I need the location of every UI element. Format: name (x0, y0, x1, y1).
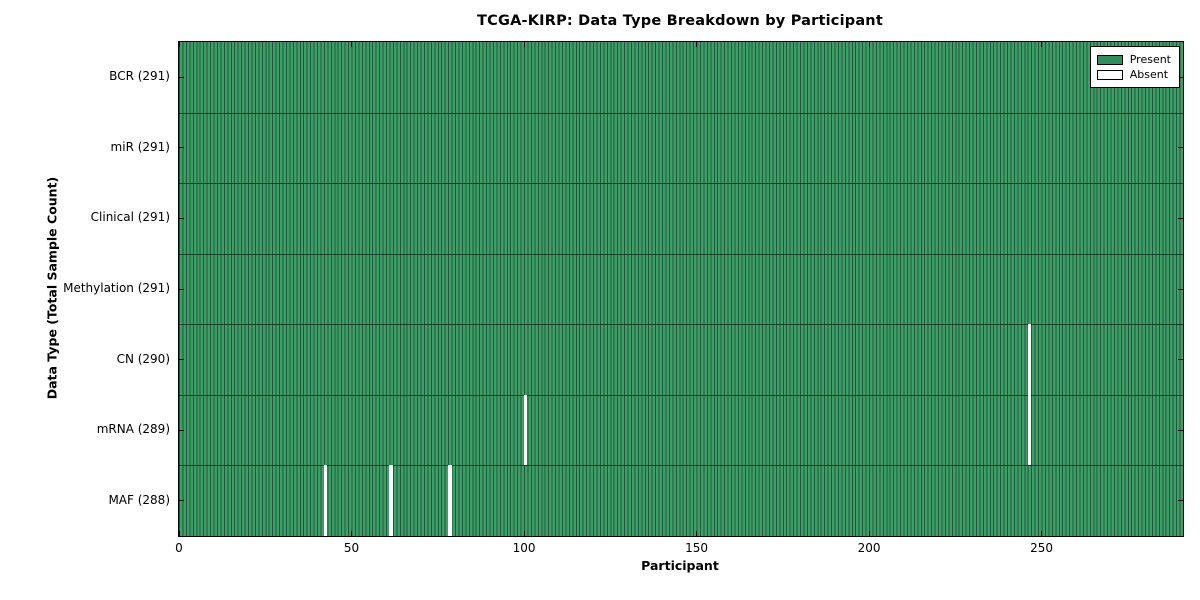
legend-swatch-absent-icon (1096, 69, 1123, 80)
x-tick-label-50: 50 (343, 541, 360, 555)
y-tick-label-mir: miR (291) (110, 139, 170, 154)
x-tick-label-100: 100 (512, 541, 536, 555)
y-tick-right (1178, 359, 1183, 361)
x-tick-top (868, 42, 870, 47)
legend: Present Absent (1089, 46, 1180, 88)
row-methylation (179, 253, 1183, 325)
y-tick-left (179, 500, 184, 502)
row-separator (179, 324, 1183, 326)
x-tick-top (178, 42, 180, 47)
absent-cell-maf-42 (323, 465, 328, 536)
y-tick-label-mrna: mRNA (289) (96, 422, 170, 437)
y-tick-left (179, 359, 184, 361)
x-tick-bottom (1041, 531, 1043, 536)
x-tick-label-150: 150 (685, 541, 708, 555)
legend-swatch-present-icon (1096, 54, 1123, 65)
row-clinical (179, 183, 1183, 254)
x-tick-top (696, 42, 698, 47)
legend-label-present: Present (1129, 53, 1171, 66)
row-mrna (179, 394, 1183, 466)
legend-label-absent: Absent (1129, 68, 1169, 81)
x-tick-bottom (351, 531, 352, 536)
x-tick-bottom (178, 531, 180, 536)
legend-entry-absent: Absent (1096, 68, 1171, 81)
y-tick-label-clinical: Clinical (291) (90, 210, 170, 225)
x-tick-top (351, 42, 352, 47)
row-bcr (179, 42, 1183, 113)
y-tick-label-cn: CN (290) (116, 351, 170, 366)
row-maf (179, 465, 1183, 536)
x-tick-bottom (868, 531, 870, 536)
x-tick-label-200: 200 (857, 541, 881, 555)
y-tick-right (1178, 76, 1183, 78)
absent-cell-maf-61 (389, 465, 393, 536)
x-tick-top (1041, 42, 1043, 47)
row-separator (179, 183, 1183, 185)
y-tick-left (179, 76, 184, 78)
x-axis-title: Participant (641, 558, 719, 573)
absent-cell-mrna-100 (524, 394, 528, 466)
absent-cell-cn-246 (1027, 324, 1032, 395)
y-tick-right (1178, 288, 1183, 290)
y-tick-right (1178, 217, 1183, 219)
y-tick-label-bcr: BCR (291) (109, 69, 170, 84)
x-tick-top (523, 42, 525, 47)
plot-area: Present Absent (178, 41, 1184, 537)
y-tick-label-methylation: Methylation (291) (63, 281, 170, 295)
x-tick-bottom (696, 531, 698, 536)
row-separator (179, 465, 1183, 467)
absent-cell-maf-78 (448, 465, 452, 536)
chart-title: TCGA-KIRP: Data Type Breakdown by Partic… (477, 13, 883, 29)
row-separator (179, 394, 1183, 396)
x-tick-bottom (523, 531, 525, 536)
y-tick-right (1178, 147, 1183, 149)
y-tick-left (179, 217, 184, 219)
x-tick-label-0: 0 (175, 541, 183, 555)
x-tick-label-250: 250 (1030, 541, 1053, 555)
y-tick-left (179, 288, 184, 290)
row-cn (179, 324, 1183, 395)
y-tick-right (1178, 500, 1183, 502)
legend-entry-present: Present (1096, 53, 1171, 66)
y-tick-right (1178, 429, 1183, 431)
row-mir (179, 112, 1183, 184)
row-separator (179, 112, 1183, 114)
row-separator (179, 253, 1183, 255)
y-tick-left (179, 429, 184, 431)
y-tick-left (179, 147, 184, 149)
y-tick-label-maf: MAF (288) (108, 492, 170, 507)
absent-cell-mrna-246 (1027, 394, 1032, 466)
